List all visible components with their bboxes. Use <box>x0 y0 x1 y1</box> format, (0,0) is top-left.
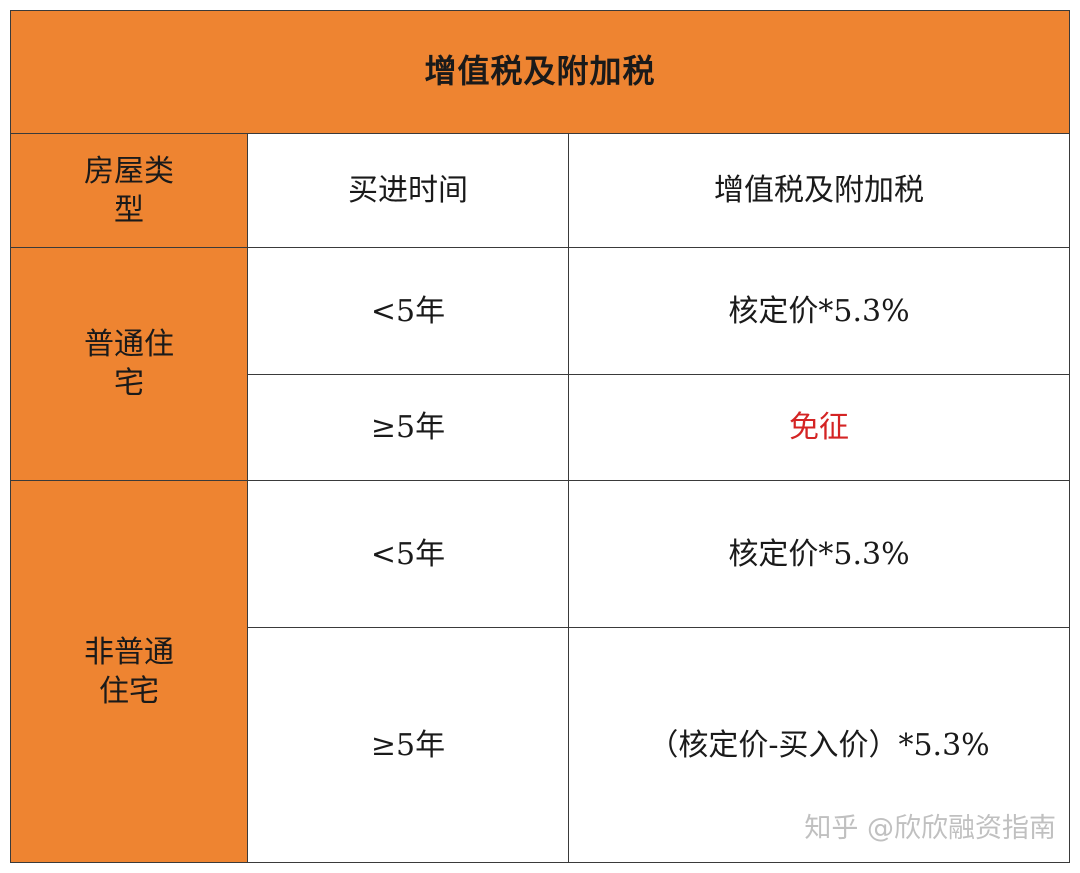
purchase-time-cell: ≥5年 <box>247 374 569 481</box>
house-type-ordinary-label: 普通住宅 <box>84 327 174 401</box>
house-type-non-ordinary-label: 非普通住宅 <box>84 634 174 709</box>
tax-exempt-cell: 免征 <box>567 374 1071 481</box>
header-house-type: 房屋类型 <box>10 133 248 248</box>
tax-table: 增值税及附加税 房屋类型 买进时间 增值税及附加税 普通住宅 <5年 核定价*5… <box>9 10 1071 863</box>
header-tax: 增值税及附加税 <box>567 133 1071 248</box>
tax-cell: 核定价*5.3% <box>567 480 1071 628</box>
table-title: 增值税及附加税 <box>9 10 1071 134</box>
purchase-time-cell: <5年 <box>247 247 569 375</box>
tax-cell: 核定价*5.3% <box>567 247 1071 375</box>
header-purchase-time: 买进时间 <box>247 133 569 248</box>
watermark: 知乎 @欣欣融资指南 <box>804 813 1056 844</box>
tax-cell: （核定价-买入价）*5.3% <box>567 627 1071 863</box>
purchase-time-cell: <5年 <box>247 480 569 628</box>
purchase-time-cell: ≥5年 <box>247 627 569 863</box>
header-house-type-label: 房屋类型 <box>84 153 174 228</box>
house-type-non-ordinary: 非普通住宅 <box>10 480 248 863</box>
house-type-ordinary: 普通住宅 <box>10 247 248 481</box>
